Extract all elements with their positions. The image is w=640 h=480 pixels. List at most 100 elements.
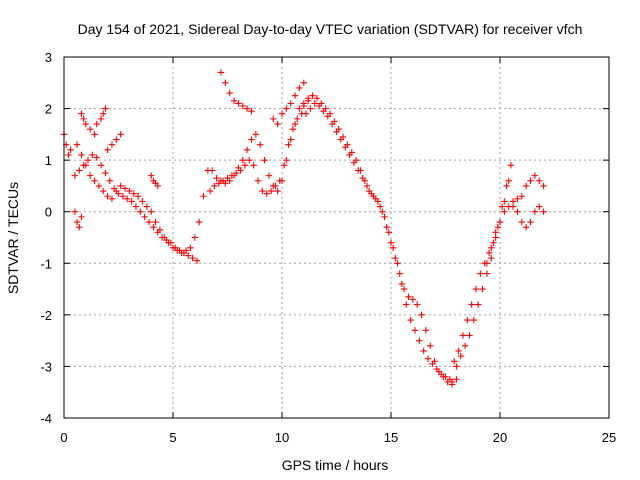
data-point	[132, 203, 140, 210]
data-point	[250, 162, 257, 169]
data-point	[485, 249, 493, 257]
data-point	[291, 92, 299, 99]
data-point	[185, 252, 192, 259]
data-point	[540, 182, 547, 190]
data-point	[488, 254, 495, 262]
data-point	[536, 177, 543, 184]
data-point	[102, 105, 109, 112]
data-point	[472, 285, 480, 293]
data-point	[141, 213, 148, 221]
data-point	[65, 151, 72, 159]
data-point	[117, 182, 124, 190]
data-point	[274, 120, 281, 128]
data-point	[108, 141, 116, 148]
x-tick-label: 25	[602, 430, 616, 445]
data-point	[226, 177, 233, 184]
data-point	[409, 296, 416, 303]
data-point	[490, 239, 497, 246]
data-point	[143, 203, 151, 210]
grid	[64, 57, 609, 418]
series-1	[60, 131, 74, 159]
data-point	[78, 110, 85, 117]
data-point	[405, 293, 412, 301]
data-point	[278, 177, 286, 184]
data-point	[84, 156, 92, 164]
data-point	[416, 337, 423, 344]
data-point	[498, 203, 506, 210]
data-point	[313, 95, 321, 102]
data-point	[174, 247, 181, 254]
data-point	[287, 100, 294, 107]
data-point	[278, 110, 286, 117]
data-point	[518, 218, 525, 226]
data-point	[265, 172, 273, 179]
data-point	[241, 162, 249, 169]
y-tick-label: 1	[45, 153, 52, 168]
data-point	[150, 223, 157, 231]
data-point	[222, 180, 229, 187]
data-point	[226, 89, 233, 97]
data-point	[387, 239, 395, 246]
data-point	[457, 352, 464, 360]
data-point	[300, 102, 307, 110]
data-point	[531, 208, 539, 215]
data-point	[270, 182, 277, 190]
y-axis-label: SDTVAR / TECUs	[5, 182, 21, 294]
series-10	[209, 95, 312, 195]
series-13	[300, 92, 460, 388]
data-point	[254, 177, 262, 184]
data-point	[217, 177, 225, 184]
data-point	[71, 172, 79, 179]
data-point	[448, 378, 456, 386]
data-point	[383, 223, 390, 231]
data-point	[342, 144, 349, 151]
y-tick-label: 2	[45, 102, 52, 117]
data-point	[156, 226, 164, 233]
data-point	[403, 301, 410, 308]
data-point	[78, 151, 85, 159]
series-9	[206, 110, 305, 197]
data-point	[461, 342, 469, 349]
data-point	[507, 162, 515, 169]
data-point	[540, 208, 547, 215]
data-point	[302, 110, 310, 117]
data-point	[230, 97, 238, 105]
data-point	[359, 174, 366, 182]
data-point	[381, 213, 388, 221]
data-point	[483, 270, 491, 277]
data-point	[475, 301, 482, 308]
data-point	[108, 195, 116, 203]
y-tick-label: -1	[40, 256, 52, 271]
data-point	[509, 203, 517, 210]
data-point	[91, 177, 98, 184]
data-point	[195, 218, 203, 226]
data-point	[154, 182, 161, 190]
data-point	[82, 162, 89, 169]
data-point	[464, 316, 471, 324]
series-8	[148, 172, 161, 190]
data-point	[97, 115, 105, 123]
data-point	[145, 218, 153, 226]
data-point	[291, 120, 299, 128]
data-point	[248, 107, 255, 115]
data-point	[363, 182, 371, 190]
data-point	[455, 347, 462, 355]
series-6	[93, 105, 109, 128]
data-point	[263, 190, 270, 197]
data-point	[193, 257, 201, 264]
data-point	[148, 208, 155, 215]
data-point	[420, 347, 427, 355]
data-point	[189, 254, 196, 262]
plot-frame	[63, 56, 610, 419]
data-point	[320, 107, 327, 115]
data-point	[437, 370, 445, 378]
data-point	[93, 120, 100, 128]
data-point	[71, 208, 79, 215]
data-point	[93, 154, 100, 161]
data-point	[494, 223, 502, 231]
data-point	[479, 285, 486, 293]
data-point	[311, 100, 318, 107]
data-point	[128, 198, 135, 205]
data-point	[300, 79, 307, 86]
data-point	[333, 128, 340, 135]
